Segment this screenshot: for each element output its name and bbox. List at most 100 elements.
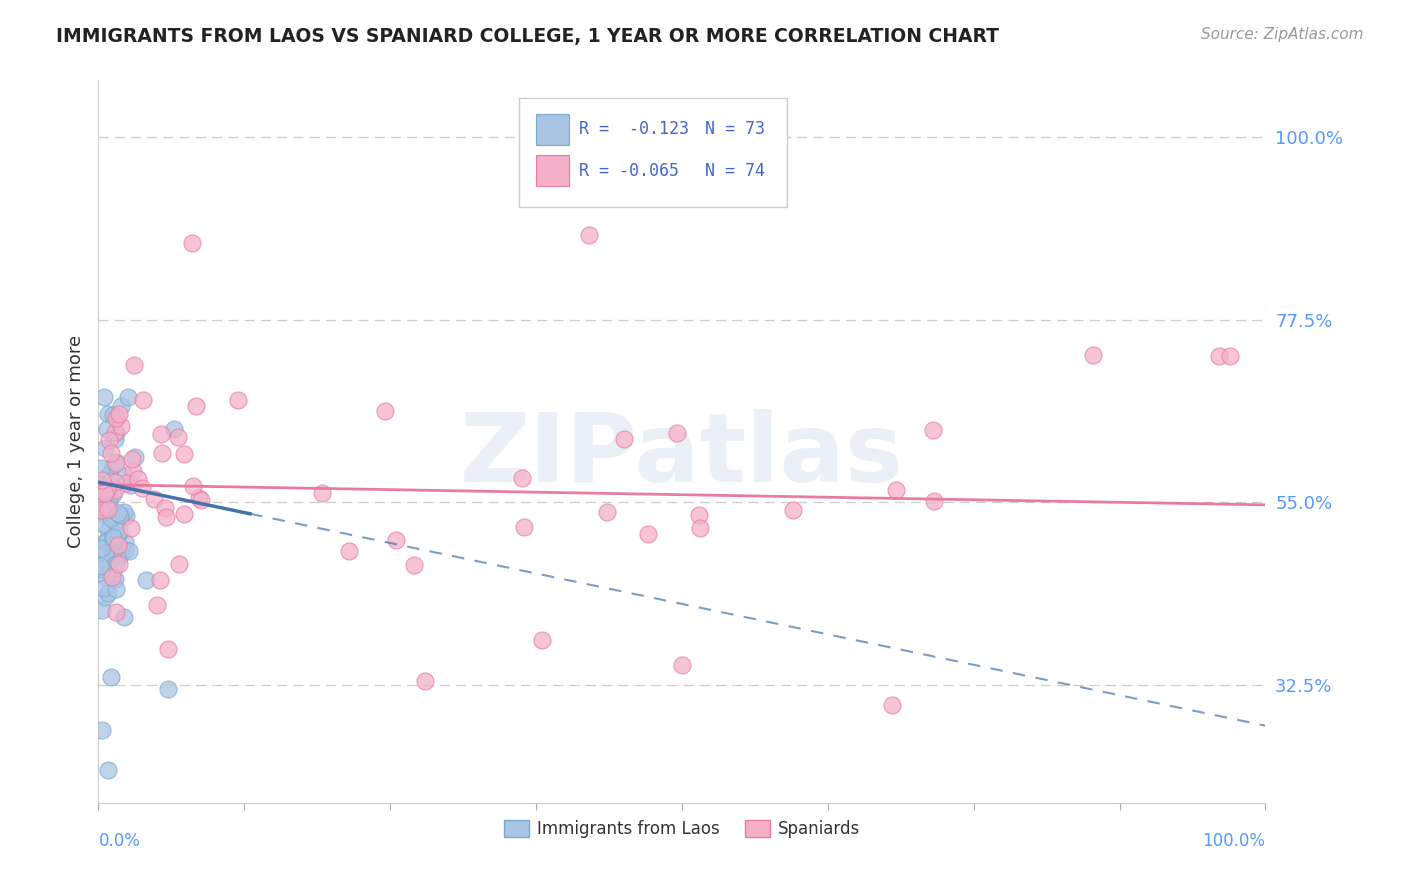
Point [93,442,115,456]
FancyBboxPatch shape [536,155,568,186]
Point [104,483,127,497]
Point [91,602,114,616]
Point [155,510,177,524]
Point [637,527,659,541]
Point [181,479,204,493]
Point [107,538,129,552]
Point [103,535,125,549]
Point [105,557,128,571]
Point [89,559,111,574]
Point [90,461,112,475]
Point [118,478,141,492]
Point [104,455,127,469]
Point [173,447,195,461]
Point [149,426,172,441]
Point [100,474,122,488]
Point [101,409,124,423]
Point [117,390,139,404]
Point [96,470,118,484]
Point [97,433,120,447]
Point [384,533,406,547]
Point [782,503,804,517]
Point [613,432,636,446]
Point [104,582,127,596]
Text: N = 74: N = 74 [706,161,765,179]
Point [100,446,122,460]
Point [115,475,138,490]
Point [530,633,553,648]
Point [107,557,129,571]
Point [188,491,211,505]
Point [91,473,114,487]
Point [105,456,128,470]
Point [184,399,207,413]
Point [413,673,436,688]
Point [110,547,132,561]
Y-axis label: College, 1 year or more: College, 1 year or more [66,335,84,548]
Point [143,491,166,506]
Point [97,502,120,516]
Point [91,561,114,575]
Point [104,515,127,529]
Point [112,505,135,519]
Point [884,483,907,498]
FancyBboxPatch shape [519,98,787,207]
Point [94,486,117,500]
Point [1083,348,1105,362]
Point [146,599,169,613]
Point [578,227,600,242]
Point [922,423,945,437]
Point [93,508,115,522]
Text: R =  -0.123: R = -0.123 [579,120,689,138]
Point [104,425,127,439]
Text: ZIPatlas: ZIPatlas [460,409,904,502]
Point [90,489,112,503]
Point [108,407,131,421]
Point [118,544,141,558]
Point [110,399,132,413]
Point [180,235,202,250]
Point [513,520,536,534]
Point [101,533,124,547]
Point [127,472,149,486]
Point [167,557,190,571]
Point [880,698,903,713]
Point [688,508,710,523]
Point [97,585,120,599]
FancyBboxPatch shape [536,114,568,145]
Point [101,509,124,524]
Point [135,573,157,587]
Point [93,517,115,532]
Point [101,458,124,473]
Point [97,407,120,421]
Point [107,506,129,520]
Point [510,471,533,485]
Point [124,450,146,464]
Point [96,481,118,495]
Point [96,482,118,496]
Point [101,543,124,558]
Text: IMMIGRANTS FROM LAOS VS SPANIARD COLLEGE, 1 YEAR OR MORE CORRELATION CHART: IMMIGRANTS FROM LAOS VS SPANIARD COLLEGE… [56,27,1000,45]
Point [94,546,117,560]
Point [94,591,117,605]
Point [104,549,127,564]
Point [105,550,128,565]
Point [402,558,425,572]
Point [121,452,143,467]
Point [1208,349,1230,363]
Point [120,521,142,535]
Point [114,469,136,483]
Point [97,501,120,516]
Point [163,422,186,436]
Point [100,669,122,683]
Point [97,478,120,492]
Point [157,682,180,697]
Point [671,657,693,672]
Point [114,508,136,523]
Point [97,523,120,537]
Point [90,723,112,737]
Point [104,573,127,587]
Point [114,535,136,549]
Point [114,543,136,558]
Point [167,430,190,444]
